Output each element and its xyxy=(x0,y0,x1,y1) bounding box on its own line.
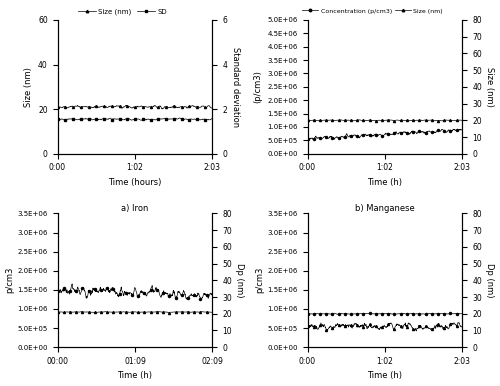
Legend: Concentration (p/cm3), Size (nm): Concentration (p/cm3), Size (nm) xyxy=(300,6,445,16)
Concentration (p/cm3) xyxy=(456,128,462,132)
Size (nm) xyxy=(159,107,165,111)
Concentration (p/cm3) xyxy=(388,132,394,137)
Size (nm) xyxy=(138,104,144,108)
X-axis label: Time (h): Time (h) xyxy=(368,178,402,187)
Line: Concentration (p/cm3): Concentration (p/cm3) xyxy=(306,128,464,141)
SD xyxy=(210,117,216,121)
Line: Size (nm): Size (nm) xyxy=(56,104,214,110)
SD xyxy=(130,117,136,122)
Y-axis label: Dp (nm): Dp (nm) xyxy=(486,263,494,298)
Size (nm) xyxy=(397,118,403,123)
Size (nm) xyxy=(380,118,386,122)
SD xyxy=(182,117,188,121)
Size (nm) xyxy=(460,118,466,123)
Y-axis label: Size (nm): Size (nm) xyxy=(24,67,32,107)
Y-axis label: p/cm3: p/cm3 xyxy=(256,267,264,293)
X-axis label: Time (h): Time (h) xyxy=(118,371,152,381)
Concentration (p/cm3) xyxy=(304,137,310,141)
Y-axis label: (p/cm3): (p/cm3) xyxy=(253,70,262,103)
Size (nm) xyxy=(356,117,362,122)
Concentration (p/cm3) xyxy=(450,127,456,132)
Size (nm) xyxy=(54,105,60,109)
Line: SD: SD xyxy=(56,117,214,121)
Title: a) Iron: a) Iron xyxy=(122,204,148,213)
Size (nm) xyxy=(456,118,462,122)
Size (nm) xyxy=(304,118,310,123)
SD xyxy=(176,116,182,120)
SD xyxy=(138,118,144,122)
Y-axis label: Standard deviation: Standard deviation xyxy=(230,47,239,127)
Size (nm) xyxy=(147,104,153,109)
Size (nm) xyxy=(182,104,188,109)
Size (nm) xyxy=(130,106,136,110)
Size (nm) xyxy=(74,103,80,108)
Concentration (p/cm3) xyxy=(378,133,384,137)
Concentration (p/cm3) xyxy=(460,127,466,132)
SD xyxy=(206,118,212,122)
Size (nm) xyxy=(388,118,394,122)
SD xyxy=(147,117,153,122)
Line: Size (nm): Size (nm) xyxy=(306,119,464,122)
Y-axis label: p/cm3: p/cm3 xyxy=(6,267,15,293)
Size (nm) xyxy=(206,104,212,108)
Concentration (p/cm3) xyxy=(310,137,316,142)
SD xyxy=(128,118,134,122)
SD xyxy=(128,118,134,122)
Size (nm) xyxy=(438,119,444,123)
Y-axis label: Size (nm): Size (nm) xyxy=(486,67,494,107)
Size (nm) xyxy=(210,105,216,110)
X-axis label: Time (hours): Time (hours) xyxy=(108,178,162,187)
Concentration (p/cm3) xyxy=(397,130,403,134)
SD xyxy=(54,117,60,122)
Size (nm) xyxy=(378,118,384,122)
Concentration (p/cm3) xyxy=(432,130,438,134)
Size (nm) xyxy=(128,106,134,110)
Concentration (p/cm3) xyxy=(380,134,386,139)
Size (nm) xyxy=(432,118,438,123)
Legend: Size (nm), SD: Size (nm), SD xyxy=(76,6,170,18)
X-axis label: Time (h): Time (h) xyxy=(368,371,402,381)
Title: b) Manganese: b) Manganese xyxy=(355,204,415,213)
Y-axis label: Dp (nm): Dp (nm) xyxy=(236,263,244,298)
